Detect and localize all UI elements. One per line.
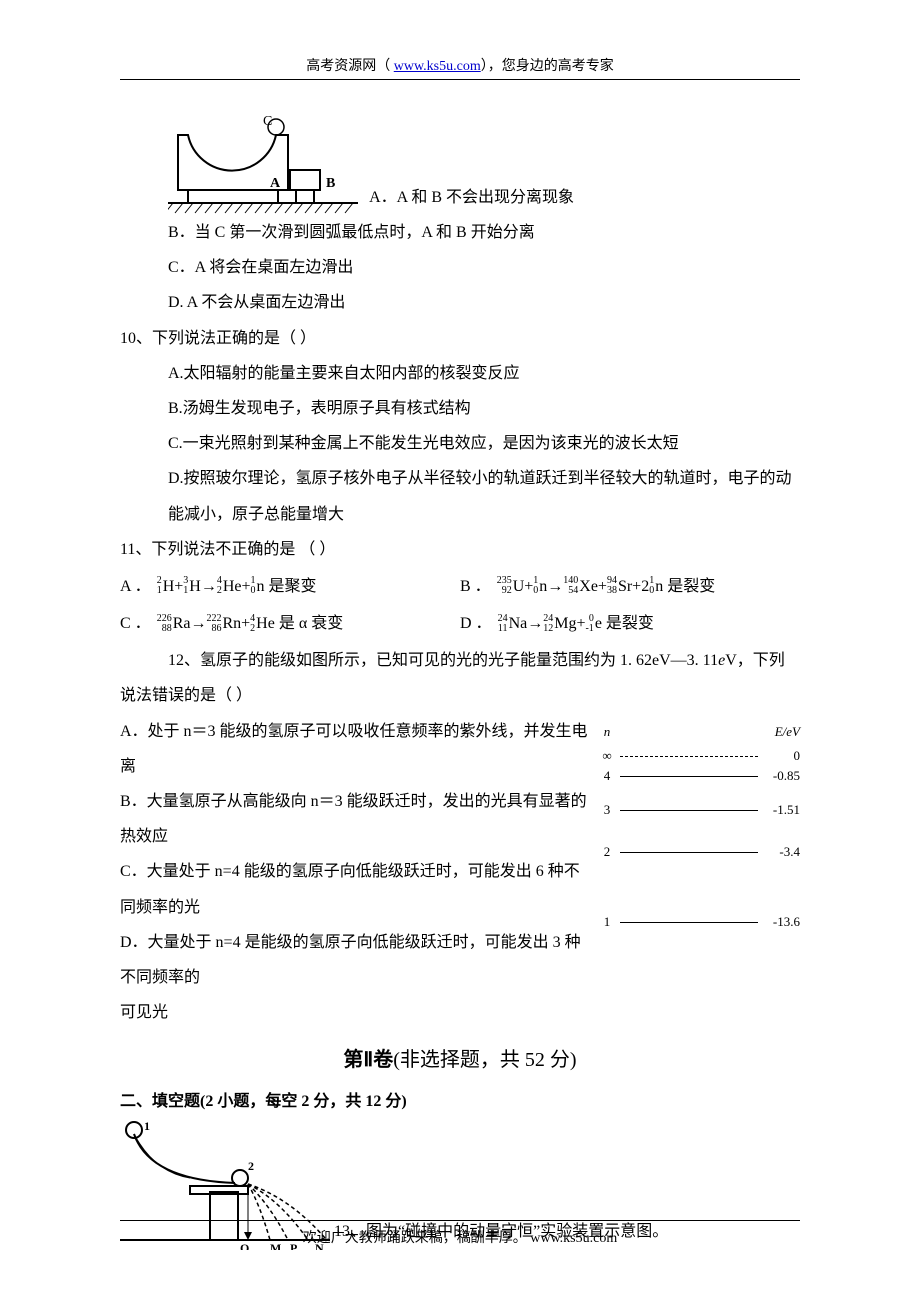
q11-d-tail: 是裂变	[606, 606, 654, 641]
energy-e: -1.51	[764, 796, 800, 825]
energy-line	[620, 756, 758, 757]
svg-text:2: 2	[248, 1159, 254, 1173]
q11-row-ab: A ． 21H+31H→42He+10n 是聚变 B ． 23592U+10n→…	[120, 569, 800, 604]
energy-level-row: 1-13.6	[600, 912, 800, 932]
svg-text:B: B	[326, 176, 335, 191]
q10-option-c: C.一束光照射到某种金属上不能发生光电效应，是因为该束光的波长太短	[120, 426, 800, 461]
energy-e: -13.6	[764, 908, 800, 937]
footer-text: 欢迎广大教师踊跃来稿，稿酬丰厚。 www.ks5u.com	[303, 1231, 617, 1246]
energy-rows: ∞04-0.853-1.512-3.41-13.6	[600, 746, 800, 932]
q11-option-d: D ． 2411Na→2412Mg+0-1e 是裂变	[460, 606, 800, 641]
energy-e: -0.85	[764, 762, 800, 791]
q10-option-a: A.太阳辐射的能量主要来自太阳内部的核裂变反应	[120, 356, 800, 391]
q10-option-b: B.汤姆生发现电子，表明原子具有核式结构	[120, 391, 800, 426]
section-2-title-big: 第Ⅱ卷	[343, 1049, 393, 1071]
q11-option-b: B ． 23592U+10n→14054Xe+9438Sr+210n 是裂变	[460, 569, 800, 604]
q12-stem-1: 12、氢原子的能级如图所示，已知可见的光的光子能量范围约为 1. 62eV—3.…	[120, 652, 718, 669]
q10-option-d: D.按照玻尔理论，氢原子核外电子从半径较小的轨道跃迁到半径较大的轨道时，电子的动…	[120, 461, 800, 531]
svg-text:A: A	[270, 176, 281, 191]
page-header: 高考资源网（ www.ks5u.com），您身边的高考专家	[120, 55, 800, 75]
q12-stem: 12、氢原子的能级如图所示，已知可见的光的光子能量范围约为 1. 62eV—3.…	[120, 643, 800, 713]
header-rule	[120, 79, 800, 80]
svg-text:1: 1	[144, 1120, 150, 1133]
fill-blank-title: 二、填空题(2 小题，每空 2 分，共 12 分)	[120, 1084, 800, 1119]
page-footer: 欢迎广大教师踊跃来稿，稿酬丰厚。 www.ks5u.com	[120, 1220, 800, 1247]
q12-option-d2: 可见光	[120, 995, 590, 1030]
energy-level-row: 4-0.85	[600, 766, 800, 786]
energy-level-row: 2-3.4	[600, 842, 800, 862]
energy-line	[620, 922, 758, 923]
q12-option-c: C．大量处于 n=4 能级的氢原子向低能级跃迁时，可能发出 6 种不同频率的光	[120, 854, 590, 924]
q12-option-b: B．大量氢原子从高能级向 n＝3 能级跃迁时，发出的光具有显著的热效应	[120, 784, 590, 854]
energy-e: -3.4	[764, 838, 800, 867]
q12-body: A．处于 n＝3 能级的氢原子可以吸收任意频率的紫外线，并发生电离 B．大量氢原…	[120, 714, 800, 1031]
q11-option-c: C ． 22688Ra→22286Rn+42He 是 α 衰变	[120, 606, 460, 641]
q11-c-tail: 是 α 衰变	[279, 606, 343, 641]
q11-row-cd: C ． 22688Ra→22286Rn+42He 是 α 衰变 D ． 2411…	[120, 606, 800, 641]
q10-stem: 10、下列说法正确的是（ ）	[120, 321, 800, 356]
energy-n: 4	[600, 762, 614, 791]
q9-figure: C A B	[168, 115, 358, 215]
energy-line	[620, 776, 758, 777]
header-suffix: ），您身边的高考专家	[481, 59, 614, 74]
energy-n: 1	[600, 908, 614, 937]
q12-options: A．处于 n＝3 能级的氢原子可以吸收任意频率的紫外线，并发生电离 B．大量氢原…	[120, 714, 590, 1031]
q9-option-a: A．A 和 B 不会出现分离现象	[369, 189, 574, 206]
section-2-title: 第Ⅱ卷(非选择题，共 52 分)	[120, 1038, 800, 1082]
svg-text:C: C	[263, 115, 272, 129]
q11-option-a: A ． 21H+31H→42He+10n 是聚变	[120, 569, 460, 604]
q9-option-b: B．当 C 第一次滑到圆弧最低点时，A 和 B 开始分离	[120, 215, 800, 250]
q12-option-d1: D．大量处于 n=4 是能级的氢原子向低能级跃迁时，可能发出 3 种不同频率的	[120, 925, 590, 995]
footer-rule	[120, 1220, 800, 1221]
section-2-title-rest: (非选择题，共 52 分)	[393, 1049, 576, 1071]
q11-a-tail: 是聚变	[269, 569, 317, 604]
energy-n: 2	[600, 838, 614, 867]
energy-level-row: 3-1.51	[600, 800, 800, 820]
header-link[interactable]: www.ks5u.com	[394, 59, 481, 74]
energy-n: 3	[600, 796, 614, 825]
q12-option-a: A．处于 n＝3 能级的氢原子可以吸收任意频率的紫外线，并发生电离	[120, 714, 590, 784]
q10-options: A.太阳辐射的能量主要来自太阳内部的核裂变反应 B.汤姆生发现电子，表明原子具有…	[120, 356, 800, 532]
page: 高考资源网（ www.ks5u.com），您身边的高考专家	[0, 0, 920, 1302]
q9-option-d: D. A 不会从桌面左边滑出	[120, 285, 800, 320]
body: C A B A．A 和 B 不会出现分离现象 B．当 C 第一次滑到圆弧最低点时…	[120, 115, 800, 1250]
q9-figure-row: C A B A．A 和 B 不会出现分离现象	[120, 115, 800, 215]
energy-line	[620, 852, 758, 853]
header-prefix: 高考资源网（	[306, 59, 394, 74]
q9-option-c: C．A 将会在桌面左边滑出	[120, 250, 800, 285]
energy-line	[620, 810, 758, 811]
q11-stem: 11、下列说法不正确的是 （ ）	[120, 532, 800, 567]
q11-b-tail: 是裂变	[667, 569, 715, 604]
energy-level-diagram: n E/eV ∞04-0.853-1.512-3.41-13.6	[600, 714, 800, 933]
